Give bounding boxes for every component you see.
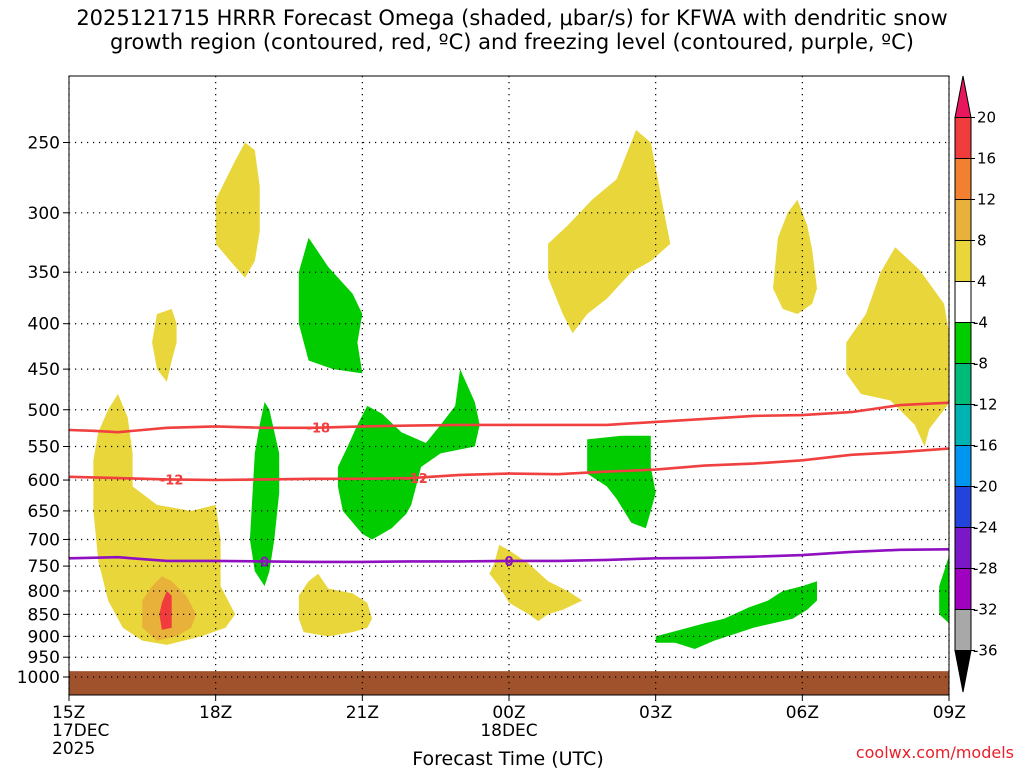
- y-tick-label: 400: [28, 315, 60, 335]
- colorbar-label: -8: [973, 355, 988, 373]
- omega-region: [93, 394, 236, 645]
- colorbar-arrow-bottom: [954, 650, 972, 693]
- site-credit[interactable]: coolwx.com/models: [855, 743, 1014, 762]
- x-tick-label: 03Z: [639, 703, 672, 723]
- chart-title: 2025121715 HRRR Forecast Omega (shaded, …: [0, 6, 1024, 54]
- colorbar: 20 16 12 8 4 -4 -8 -12 -16 -20 -24 -28 -32 -36: [954, 75, 998, 693]
- y-tick-label: 550: [28, 437, 60, 457]
- title-line-2: growth region (contoured, red, ºC) and f…: [110, 30, 914, 54]
- colorbar-box: [954, 158, 972, 200]
- colorbar-box: [954, 117, 972, 159]
- x-tick-label: 21Z: [346, 703, 379, 723]
- colorbar-label: 12: [977, 191, 996, 209]
- title-line-1: 2025121715 HRRR Forecast Omega (shaded, …: [76, 6, 948, 30]
- colorbar-label: 4: [977, 273, 987, 291]
- omega-region: [298, 573, 373, 637]
- colorbar-box: [954, 281, 972, 323]
- y-tick-label: 350: [28, 263, 60, 283]
- contour-line: [69, 401, 949, 434]
- colorbar-label: -12: [973, 396, 998, 414]
- y-tick-label: 950: [28, 648, 60, 668]
- colorbar-label: 16: [977, 150, 996, 168]
- colorbar-box: [954, 527, 972, 569]
- x-tick-label: 15Z: [52, 703, 85, 723]
- y-tick-label: 1000: [17, 668, 60, 688]
- colorbar-box: [954, 568, 972, 610]
- omega-region: [655, 581, 817, 649]
- omega-region: [548, 130, 671, 334]
- colorbar-label: -20: [973, 478, 998, 496]
- y-tick-label: 900: [28, 627, 60, 647]
- colorbar-label: 20: [977, 109, 996, 127]
- x-tick-label: 18Z: [199, 703, 232, 723]
- x-tick-label: 09Z: [933, 703, 966, 723]
- y-tick-label: 600: [28, 471, 60, 491]
- x-tick-sublabel: 18DEC: [480, 721, 537, 741]
- contour-labels: -18 -12 -12 0 0: [160, 422, 514, 571]
- colorbar-box: [954, 445, 972, 487]
- contour-line: [69, 548, 949, 564]
- contour-label: 0: [504, 555, 513, 570]
- colorbar-label: -36: [973, 642, 998, 660]
- colorbar-label: -32: [973, 601, 998, 619]
- y-tick-label: 450: [28, 360, 60, 380]
- contour-label: -18: [307, 422, 331, 437]
- contour-label: -12: [404, 472, 428, 487]
- colorbar-label: -4: [973, 314, 988, 332]
- colorbar-label: 8: [977, 232, 987, 250]
- omega-region: [298, 237, 363, 374]
- contour-label: -12: [160, 473, 184, 488]
- omega-region: [159, 591, 172, 630]
- x-axis-label: Forecast Time (UTC): [412, 748, 603, 768]
- x-tick-sublabel: 2025: [52, 739, 95, 759]
- colorbar-box: [954, 609, 972, 651]
- contour-label: 0: [260, 555, 269, 570]
- colorbar-arrow-top: [954, 75, 972, 118]
- y-tick-label: 650: [28, 502, 60, 522]
- y-tick-label: 250: [28, 134, 60, 154]
- y-tick-label: 500: [28, 401, 60, 421]
- x-tick-label: 00Z: [492, 703, 525, 723]
- omega-shaded-regions: [93, 130, 949, 649]
- colorbar-box: [954, 404, 972, 446]
- colorbar-box: [954, 486, 972, 528]
- contour-line: [69, 447, 949, 482]
- colorbar-label: -28: [973, 560, 998, 578]
- omega-region: [587, 435, 656, 529]
- colorbar-box: [954, 240, 972, 282]
- y-tick-label: 750: [28, 557, 60, 577]
- colorbar-box: [954, 199, 972, 241]
- colorbar-box: [954, 322, 972, 364]
- omega-region: [489, 544, 583, 622]
- y-tick-label: 700: [28, 530, 60, 550]
- y-tick-label: 800: [28, 582, 60, 602]
- y-axis: 2503003504004505005506006507007508008509…: [17, 134, 69, 688]
- y-tick-label: 850: [28, 605, 60, 625]
- colorbar-label: -16: [973, 437, 998, 455]
- omega-region: [337, 369, 480, 540]
- omega-region: [846, 247, 949, 447]
- omega-region: [939, 555, 949, 624]
- omega-region: [773, 199, 817, 314]
- omega-region: [152, 309, 177, 382]
- x-tick-sublabel: 17DEC: [52, 721, 109, 741]
- y-tick-label: 300: [28, 204, 60, 224]
- colorbar-box: [954, 363, 972, 405]
- x-tick-label: 06Z: [786, 703, 819, 723]
- omega-region: [249, 402, 280, 587]
- colorbar-label: -24: [973, 519, 998, 537]
- omega-region: [215, 142, 260, 278]
- contour-lines: [69, 401, 949, 564]
